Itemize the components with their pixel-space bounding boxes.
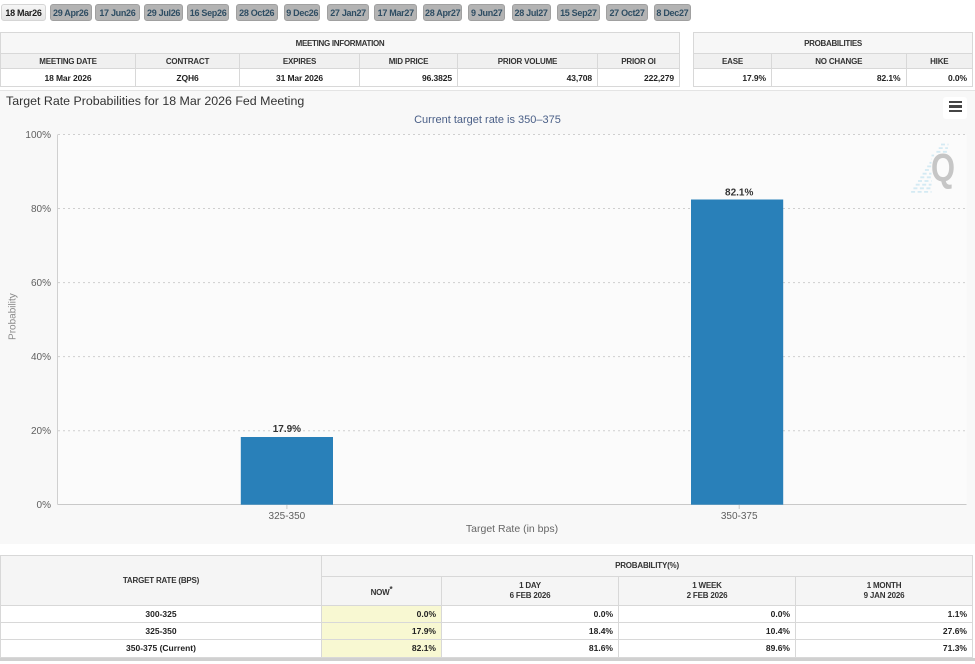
svg-text:82.1%: 82.1% bbox=[725, 188, 753, 199]
svg-text:0%: 0% bbox=[37, 500, 52, 511]
svg-text:Probability: Probability bbox=[8, 293, 19, 340]
svg-text:80%: 80% bbox=[31, 204, 51, 215]
svg-text:60%: 60% bbox=[31, 278, 51, 289]
svg-text:17.9%: 17.9% bbox=[273, 424, 301, 435]
svg-text:40%: 40% bbox=[31, 352, 51, 363]
svg-text:Target Rate (in bps): Target Rate (in bps) bbox=[466, 523, 558, 535]
svg-text:20%: 20% bbox=[31, 426, 51, 437]
svg-text:Q: Q bbox=[931, 146, 955, 190]
svg-text:325-350: 325-350 bbox=[269, 511, 306, 522]
svg-text:100%: 100% bbox=[25, 130, 51, 141]
svg-text:350-375: 350-375 bbox=[721, 511, 758, 522]
